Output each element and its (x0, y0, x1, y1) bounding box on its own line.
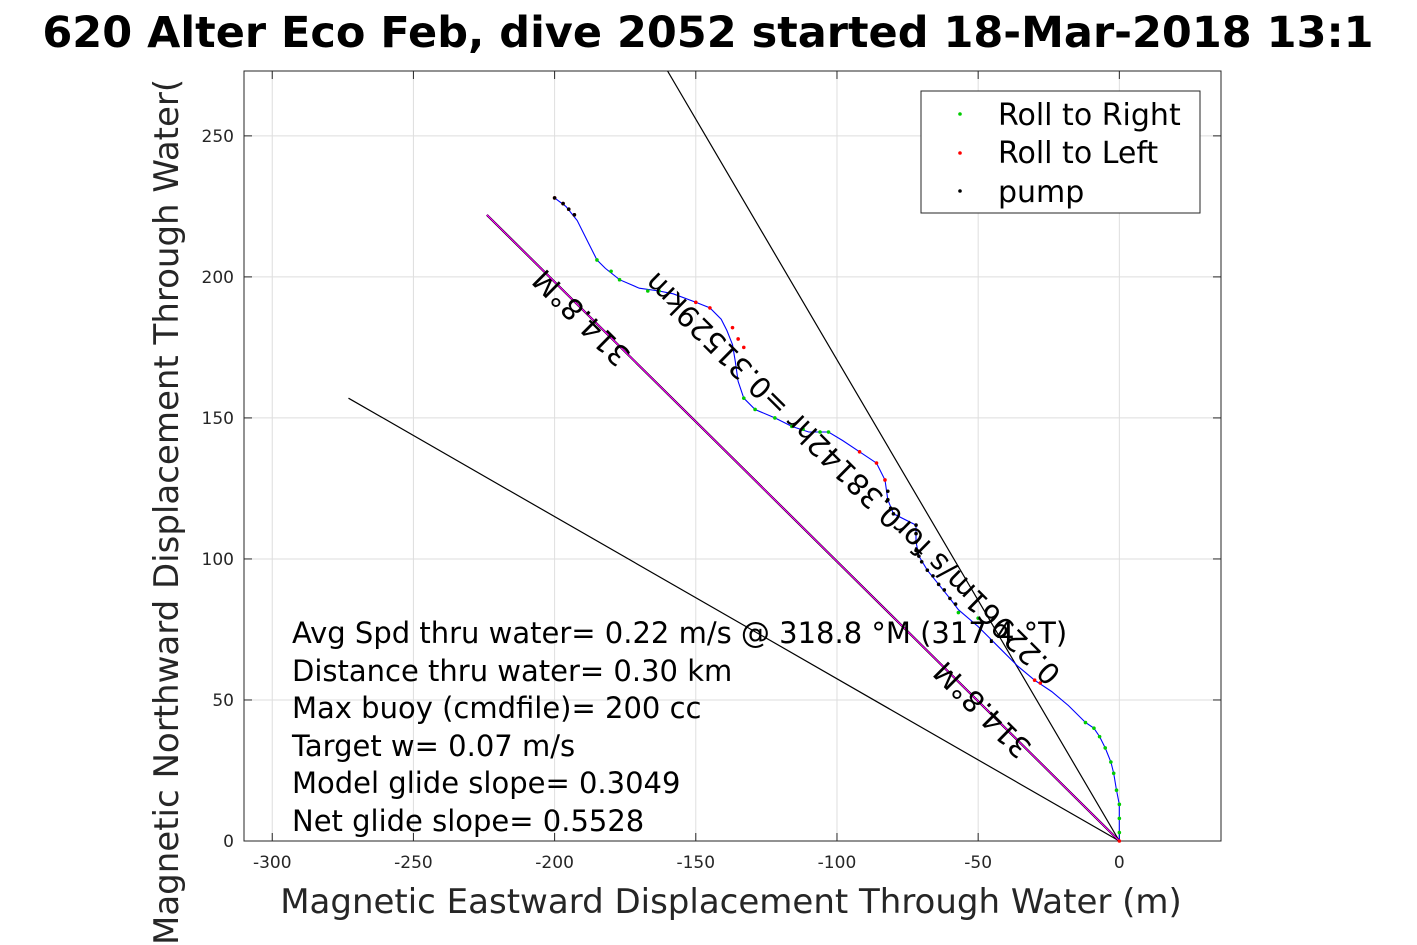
point-roll-to-right (1114, 788, 1119, 793)
legend-label-roll-left: Roll to Left (998, 136, 1158, 171)
point-pump (914, 523, 918, 527)
axis-ticks: -300 -250 -200 -150 -100 -50 0 0 50 100 150 200 250 (202, 71, 1221, 873)
point-pump (914, 540, 918, 544)
x-tick-label: -300 (253, 853, 292, 873)
point-pump (552, 196, 557, 200)
point-roll-to-left (730, 325, 735, 330)
point-roll-to-left (883, 478, 887, 482)
point-roll-to-left (736, 337, 740, 341)
point-roll-to-right (1083, 720, 1088, 725)
stats-annotations: Avg Spd thru water= 0.22 m/s @ 318.8 °M … (291, 616, 1067, 838)
y-tick-label: 50 (212, 691, 234, 711)
point-roll-to-left (874, 461, 879, 465)
annotation-max-buoy: Max buoy (cmdfile)= 200 cc (292, 691, 701, 725)
legend-marker-pump (958, 189, 962, 193)
point-roll-to-right (1109, 760, 1113, 764)
x-tick-label: -100 (818, 853, 857, 873)
annotation-net-glide-slope: Net glide slope= 0.5528 (292, 804, 644, 838)
legend-label-roll-right: Roll to Right (998, 98, 1181, 133)
point-roll-to-right (617, 277, 622, 282)
point-roll-to-right (801, 427, 805, 432)
point-roll-to-right (645, 289, 650, 293)
x-tick-label: -150 (676, 853, 715, 873)
y-tick-label: 0 (223, 832, 234, 852)
point-roll-to-right (789, 424, 794, 429)
legend-marker-roll-right (958, 112, 962, 116)
point-roll-to-right (1117, 802, 1122, 807)
annotation-model-glide-slope: Model glide slope= 0.3049 (292, 766, 680, 800)
point-pump (566, 207, 571, 212)
point-pump (572, 213, 577, 217)
heading-label-bottom: 314.8°M (927, 655, 1038, 765)
point-pump (931, 574, 935, 578)
point-roll-to-right (1117, 830, 1122, 835)
point-pump (942, 588, 947, 592)
chart-title: 620 Alter Eco Feb, dive 2052 started 18-… (42, 8, 1373, 58)
x-tick-label: -250 (394, 853, 433, 873)
point-roll-to-right (773, 416, 777, 420)
point-roll-to-right (1092, 726, 1096, 730)
legend-label-pump: pump (998, 175, 1084, 210)
point-pump (561, 201, 565, 206)
point-pump (886, 489, 890, 494)
x-tick-label: -200 (535, 853, 574, 873)
guide-line (667, 71, 1120, 841)
point-roll-to-right (657, 289, 661, 293)
guide-line (348, 397, 1120, 841)
point-roll-to-right (956, 610, 961, 615)
legend-box (920, 90, 1201, 214)
axes-box (243, 70, 1222, 842)
point-pump (948, 596, 952, 601)
point-roll-to-left (1117, 839, 1122, 843)
point-roll-to-left (1032, 678, 1037, 683)
heading-label-bottom-text: 314.8°M (927, 655, 1038, 765)
point-roll-to-right (826, 430, 831, 434)
legend-marker-roll-left (958, 151, 962, 155)
point-roll-to-right (818, 430, 822, 434)
point-pump (914, 548, 918, 553)
annotation-distance: Distance thru water= 0.30 km (292, 654, 732, 688)
point-pump (891, 512, 896, 516)
point-roll-to-right (976, 616, 980, 620)
x-tick-label: -50 (964, 853, 992, 873)
point-roll-to-right (753, 407, 757, 412)
point-roll-to-left (693, 300, 698, 305)
point-roll-to-right (1097, 734, 1102, 739)
point-roll-to-left (1038, 681, 1043, 685)
point-roll-to-right (741, 396, 746, 400)
point-roll-to-right (609, 269, 613, 274)
y-tick-label: 100 (202, 550, 234, 570)
y-axis-label: Magnetic Northward Displacement Through … (147, 79, 187, 945)
y-tick-label: 150 (202, 409, 234, 429)
point-roll-to-right (1103, 746, 1108, 750)
point-pump (914, 531, 918, 536)
point-roll-to-left (708, 306, 712, 310)
point-roll-to-right (1117, 816, 1122, 821)
point-roll-to-right (1111, 771, 1116, 776)
point-pump (936, 582, 941, 587)
point-roll-to-left (741, 345, 746, 350)
x-axis-label: Magnetic Eastward Displacement Through W… (280, 882, 1182, 922)
guide-lines (348, 71, 1121, 841)
point-pump (925, 568, 930, 573)
x-tick-label: 0 (1114, 853, 1125, 873)
point-pump (888, 506, 893, 510)
y-tick-label: 250 (202, 127, 234, 147)
point-roll-to-right (595, 258, 599, 262)
point-pump (919, 559, 924, 564)
heading-line (486, 214, 1120, 841)
point-pump (886, 497, 890, 502)
legend: Roll to Right Roll to Left pump (920, 90, 1201, 214)
annotation-avg-speed: Avg Spd thru water= 0.22 m/s @ 318.8 °M … (292, 616, 1067, 650)
point-pump (917, 554, 921, 558)
points-layer (552, 196, 1122, 843)
annotation-target-w: Target w= 0.07 m/s (291, 729, 575, 763)
point-roll-to-left (857, 449, 862, 454)
y-tick-label: 200 (202, 268, 234, 288)
point-pump (953, 602, 958, 606)
line-labels: 314.8°M 0.22961m/s for0.38142hr =0.31529k… (526, 263, 1067, 765)
